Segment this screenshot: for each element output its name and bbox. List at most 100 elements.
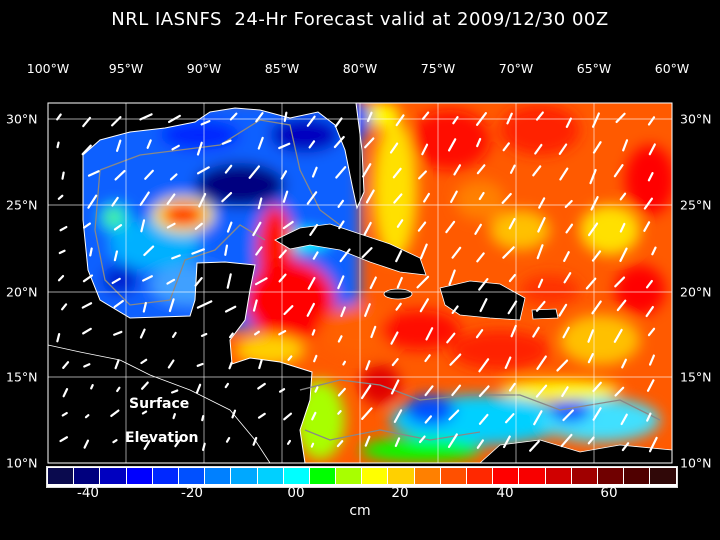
wind-arrow: [224, 164, 233, 174]
wind-arrow: [622, 139, 629, 152]
wind-arrow: [82, 327, 92, 335]
wind-arrow: [62, 388, 69, 398]
wind-arrow: [447, 138, 457, 152]
wind-arrow: [365, 189, 375, 204]
colorbar-swatch: [597, 468, 624, 484]
wind-arrow: [174, 439, 181, 448]
lat-label: 10°N: [680, 455, 712, 471]
wind-arrow: [314, 386, 319, 393]
colorbar-swatch: [257, 468, 283, 484]
map-frame: [47, 102, 673, 464]
wind-arrow: [306, 115, 316, 127]
wind-arrow: [449, 353, 462, 366]
wind-arrow: [111, 196, 119, 207]
wind-arrow: [229, 112, 238, 121]
wind-arrow: [424, 354, 431, 363]
wind-arrow: [139, 113, 153, 121]
wind-arrow: [558, 303, 568, 317]
wind-arrow: [198, 192, 207, 208]
wind-arrow: [337, 199, 345, 208]
wind-arrow: [537, 278, 544, 289]
lat-label: 30°N: [680, 111, 712, 127]
wind-arrow: [337, 335, 343, 343]
wind-arrow: [81, 144, 92, 156]
wind-arrow: [167, 114, 181, 124]
wind-arrow: [83, 439, 90, 449]
wind-arrow: [311, 166, 318, 178]
map-title: NRL IASNFS 24-Hr Forecast valid at 2009/…: [111, 9, 609, 30]
lon-label: 65°W: [576, 61, 612, 76]
wind-arrow: [61, 303, 68, 311]
wind-arrow: [200, 120, 211, 126]
wind-arrow: [337, 410, 342, 415]
wind-arrow: [591, 300, 602, 315]
colorbar-label: -40: [76, 485, 100, 501]
wind-arrow: [81, 302, 93, 309]
lat-label: 10°N: [6, 455, 38, 471]
wind-arrow: [476, 137, 482, 148]
wind-arrow: [283, 305, 294, 316]
wind-arrow: [451, 305, 459, 314]
wind-arrow: [588, 222, 599, 237]
lat-label: 30°N: [6, 111, 38, 127]
wind-arrow: [309, 223, 319, 236]
colorbar-label: 60: [600, 485, 618, 501]
wind-vectors: [56, 111, 658, 453]
wind-arrow: [504, 356, 512, 370]
wind-arrow: [140, 358, 148, 365]
wind-arrow: [340, 306, 346, 318]
wind-arrow: [621, 442, 630, 452]
wind-arrow: [474, 223, 482, 235]
wind-arrow: [565, 117, 572, 128]
wind-arrow: [476, 112, 487, 126]
wind-arrow: [89, 247, 93, 257]
wind-arrow: [508, 382, 516, 392]
wind-arrow: [646, 412, 652, 422]
colorbar-swatch: [362, 468, 388, 484]
wind-arrow: [252, 299, 258, 312]
wind-arrow: [416, 275, 430, 289]
wind-arrow: [146, 139, 152, 149]
wind-arrow: [170, 389, 179, 394]
wind-arrow: [286, 439, 292, 445]
wind-arrow: [113, 250, 119, 262]
wind-arrow: [556, 359, 569, 372]
wind-arrow: [535, 300, 546, 312]
wind-arrow: [534, 143, 543, 155]
wind-arrow: [116, 386, 121, 393]
colorbar-swatch: [100, 468, 126, 484]
wind-arrow: [167, 359, 175, 369]
wind-arrow: [613, 328, 623, 343]
border-line: [47, 344, 271, 464]
lat-label: 20°N: [6, 284, 38, 300]
wind-arrow: [536, 244, 544, 260]
wind-arrow: [231, 409, 237, 419]
wind-arrow: [445, 220, 456, 234]
wind-arrow: [424, 415, 433, 424]
wind-arrow: [139, 191, 150, 206]
wind-arrow: [395, 302, 402, 311]
wind-arrow: [393, 193, 403, 204]
wind-arrow: [308, 140, 316, 149]
wind-arrow: [614, 386, 625, 397]
wind-arrow: [221, 139, 232, 145]
wind-arrow: [389, 142, 399, 154]
wind-arrow: [335, 166, 347, 179]
wind-arrow: [535, 111, 544, 121]
colorbar-swatch: [388, 468, 414, 484]
wind-arrow: [615, 112, 626, 124]
colorbar-label: 00: [287, 485, 305, 501]
wind-arrow: [393, 409, 403, 424]
wind-arrow: [365, 360, 371, 371]
wind-arrow: [333, 135, 345, 149]
wind-arrow: [452, 116, 459, 125]
wind-arrow: [360, 384, 372, 400]
wind-arrow: [590, 196, 599, 211]
wind-arrow: [396, 276, 403, 289]
wind-arrow: [647, 116, 656, 126]
wind-arrow: [114, 359, 120, 370]
wind-arrow: [87, 194, 98, 209]
lat-label: 25°N: [6, 197, 38, 213]
wind-arrow: [648, 436, 658, 453]
colorbar-swatch: [231, 468, 257, 484]
